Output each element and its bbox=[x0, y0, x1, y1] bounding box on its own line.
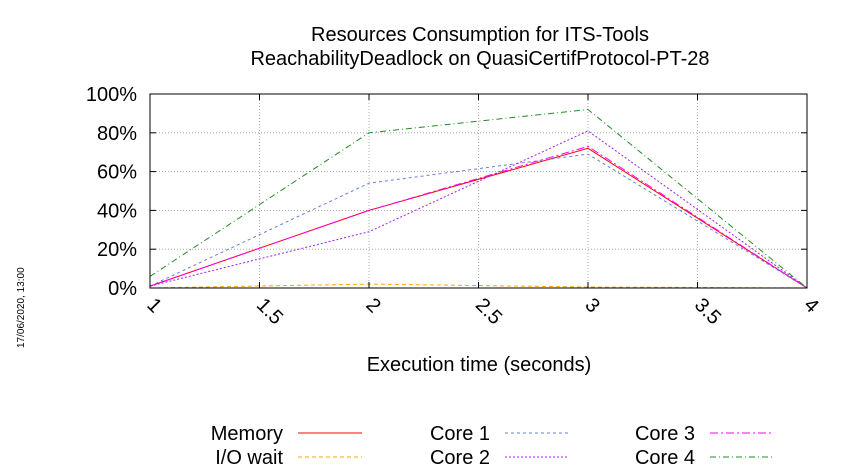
legend-label: Core 3 bbox=[635, 423, 695, 445]
x-tick-label: 2.5 bbox=[471, 294, 506, 329]
timestamp-stamp: 17/06/2020, 13:00 bbox=[16, 267, 27, 348]
x-tick-label: 1 bbox=[142, 294, 165, 317]
x-tick-label: 4 bbox=[799, 294, 822, 317]
legend-label: Core 4 bbox=[635, 447, 695, 469]
series-line bbox=[149, 153, 808, 289]
x-tick-label: 3.5 bbox=[690, 294, 725, 329]
legend-label: I/O wait bbox=[215, 447, 283, 469]
x-tick-label: 3 bbox=[580, 294, 603, 317]
grid bbox=[150, 94, 807, 288]
x-axis-label: Execution time (seconds) bbox=[367, 354, 592, 376]
axis-ticks: 0% 20% 40% 60% 80% 100% 1 1.5 2 2.5 3 3.5 4 bbox=[86, 84, 823, 329]
legend-label: Memory bbox=[211, 423, 283, 445]
chart-title-line-2: ReachabilityDeadlock on QuasiCertifProto… bbox=[250, 48, 709, 70]
chart-title-line-1: Resources Consumption for ITS-Tools bbox=[311, 24, 649, 46]
legend-label: Core 2 bbox=[430, 447, 490, 469]
y-tick-label: 20% bbox=[97, 239, 137, 261]
x-tick-label: 1.5 bbox=[252, 294, 287, 329]
y-tick-label: 40% bbox=[97, 200, 137, 222]
y-tick-label: 0% bbox=[108, 278, 137, 300]
x-tick-label: 2 bbox=[361, 294, 384, 317]
series-line bbox=[149, 108, 808, 289]
y-tick-label: 80% bbox=[97, 123, 137, 145]
series-line bbox=[149, 130, 808, 289]
y-tick-label: 60% bbox=[97, 162, 137, 184]
series-line bbox=[149, 145, 808, 289]
y-tick-label: 100% bbox=[86, 84, 137, 106]
legend-label: Core 1 bbox=[430, 423, 490, 445]
